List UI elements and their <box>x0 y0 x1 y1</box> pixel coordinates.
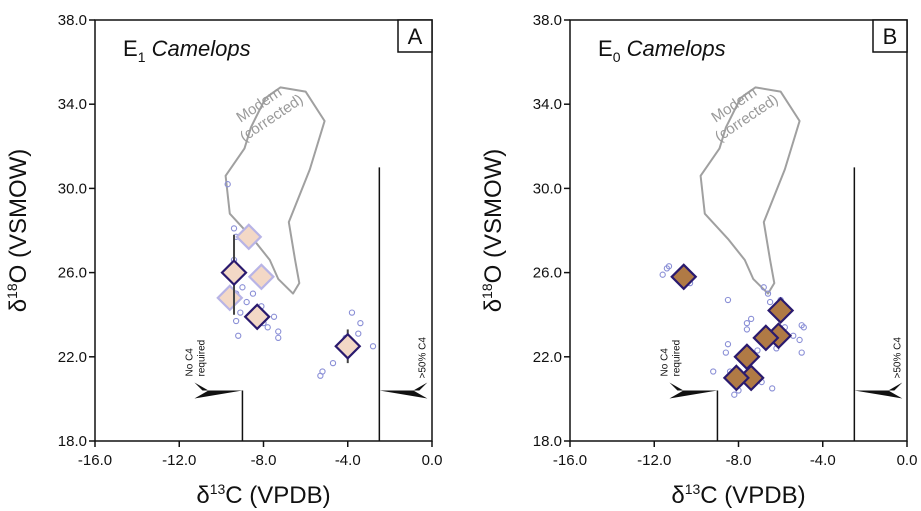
y-axis-title: δ18O (VSMOW) <box>4 149 32 313</box>
y-tick-label: 34.0 <box>58 96 87 113</box>
panel-b: -16.0 -12.0 -8.0 -4.0 0.0 18.0 22.0 26.0 30.0 34.… <box>479 12 917 509</box>
arrow-right-icon <box>854 382 903 399</box>
individual-sample-point <box>243 298 250 306</box>
individual-sample-point <box>275 328 282 335</box>
panel-a: -16.0 -12.0 -8.0 -4.0 0.0 18.0 22.0 26.0 30.0 34.… <box>4 12 442 509</box>
y-tick-label: 26.0 <box>533 265 562 282</box>
individual-sample-point <box>764 290 772 297</box>
individual-sample-point <box>659 271 666 278</box>
individual-sample-point <box>722 349 730 356</box>
y-tick-label: 26.0 <box>58 265 87 282</box>
y-axis-title: δ18O (VSMOW) <box>479 149 507 313</box>
y-tick-label: 22.0 <box>58 349 87 366</box>
x-tick-label: -4.0 <box>810 452 836 469</box>
plot-frame <box>94 19 433 442</box>
mean-value-diamond <box>334 332 362 360</box>
individual-sample-point <box>747 315 755 323</box>
individual-sample-point <box>224 181 231 188</box>
mean-value-diamond <box>220 259 248 287</box>
mean-value-diamond <box>243 303 271 331</box>
individual-sample-point <box>731 391 738 398</box>
individual-sample-point <box>724 341 732 348</box>
arrow-right-icon <box>379 382 428 399</box>
y-tick-label: 30.0 <box>533 180 562 197</box>
individual-sample-point <box>348 309 356 316</box>
individual-sample-point <box>800 324 807 331</box>
y-tick-label: 22.0 <box>533 349 562 366</box>
no-c4-label: No C4required <box>184 340 207 377</box>
individual-sample-point <box>232 317 240 325</box>
individual-sample-point <box>760 284 767 291</box>
individual-sample-point <box>796 336 803 344</box>
panel-letter-box <box>872 19 908 53</box>
x-axis-title: δ13C (VPDB) <box>671 481 805 509</box>
panel-letter: B <box>883 24 898 49</box>
mean-value-diamond <box>235 223 263 251</box>
modern-region-label: Modern(corrected) <box>702 76 782 146</box>
individual-sample-point <box>665 263 673 270</box>
individual-sample-point <box>270 313 278 320</box>
arrow-left-icon <box>194 382 243 399</box>
individual-sample-point <box>329 359 337 367</box>
individual-sample-point <box>369 343 377 350</box>
x-tick-label: -12.0 <box>162 452 196 469</box>
individual-sample-point <box>235 332 242 339</box>
individual-sample-point <box>743 326 751 333</box>
panel-letter-box <box>397 19 433 53</box>
individual-sample-point <box>743 319 751 327</box>
y-tick-label: 18.0 <box>58 433 87 450</box>
specimen-label: E1 Camelops <box>123 36 251 65</box>
mean-value-diamond <box>216 284 244 312</box>
x-tick-label: -4.0 <box>335 452 361 469</box>
individual-sample-point <box>766 298 774 306</box>
x-tick-label: -8.0 <box>726 452 752 469</box>
c4-label: >50% C4 <box>417 337 428 379</box>
individual-sample-point <box>724 296 732 304</box>
y-tick-label: 38.0 <box>58 12 87 29</box>
y-tick-label: 30.0 <box>58 180 87 197</box>
mean-value-diamond <box>752 324 780 352</box>
x-tick-label: -8.0 <box>251 452 277 469</box>
individual-sample-point <box>769 385 776 392</box>
specimen-label: E0 Camelops <box>598 36 726 65</box>
mean-value-diamond <box>247 263 275 291</box>
individual-sample-point <box>710 368 717 375</box>
x-tick-label: 0.0 <box>897 452 918 469</box>
no-c4-label: No C4required <box>659 340 682 377</box>
individual-sample-point <box>275 334 282 342</box>
individual-sample-point <box>230 225 238 232</box>
x-axis-title: δ13C (VPDB) <box>196 481 330 509</box>
arrow-left-icon <box>669 382 718 399</box>
x-tick-label: -16.0 <box>78 452 112 469</box>
mean-value-diamond <box>722 364 750 392</box>
individual-sample-point <box>357 319 364 327</box>
individual-sample-point <box>754 347 761 354</box>
mean-value-diamond <box>767 296 795 325</box>
individual-sample-point <box>264 324 271 331</box>
y-tick-label: 34.0 <box>533 96 562 113</box>
individual-sample-point <box>798 349 805 356</box>
individual-sample-point <box>355 330 362 337</box>
y-tick-label: 18.0 <box>533 433 562 450</box>
individual-sample-point <box>237 309 244 316</box>
x-tick-label: -12.0 <box>637 452 671 469</box>
panel-letter: A <box>408 24 423 49</box>
individual-sample-point <box>249 290 257 297</box>
x-tick-label: 0.0 <box>422 452 443 469</box>
individual-sample-point <box>239 284 246 291</box>
y-tick-label: 38.0 <box>533 12 562 29</box>
mean-value-diamond <box>670 263 698 291</box>
x-tick-label: -16.0 <box>553 452 587 469</box>
modern-region-label: Modern(corrected) <box>227 76 307 146</box>
modern-region-outline <box>699 86 801 295</box>
c4-label: >50% C4 <box>892 337 903 379</box>
individual-sample-point <box>319 368 326 375</box>
